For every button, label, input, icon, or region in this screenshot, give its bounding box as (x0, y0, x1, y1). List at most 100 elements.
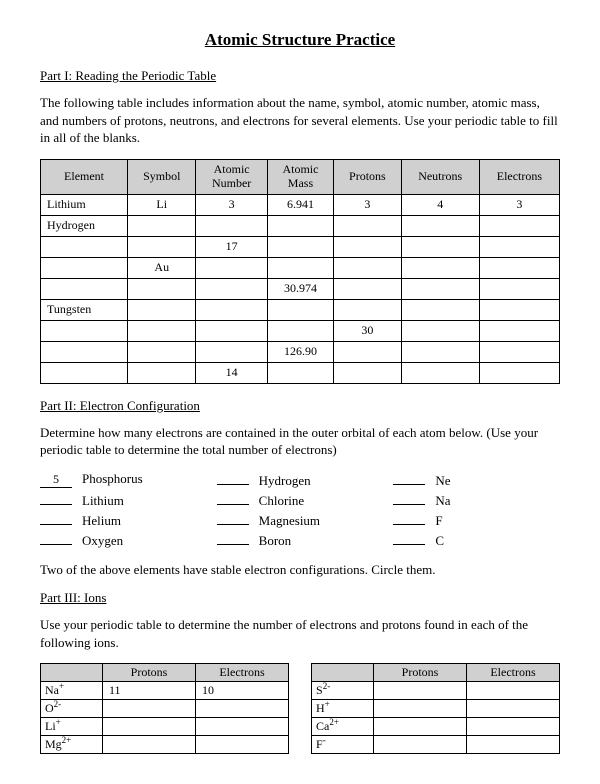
table-cell (401, 362, 479, 383)
atomic-col-header: AtomicNumber (196, 159, 267, 194)
table-row: 30 (41, 320, 560, 341)
ion-protons (103, 736, 196, 754)
table-cell (41, 362, 128, 383)
table-cell: 14 (196, 362, 267, 383)
table-cell (479, 299, 559, 320)
table-cell (128, 236, 196, 257)
ion-protons (103, 718, 196, 736)
table-cell (401, 215, 479, 236)
ec-label: Ne (435, 473, 450, 489)
ec-blank (40, 531, 72, 545)
table-cell (267, 215, 333, 236)
ion-species: Mg2+ (41, 736, 103, 754)
table-cell (267, 257, 333, 278)
table-cell (128, 278, 196, 299)
table-cell (479, 236, 559, 257)
ion-electrons (196, 718, 289, 736)
part2-intro: Determine how many electrons are contain… (40, 424, 560, 459)
table-cell (196, 341, 267, 362)
ec-item: Oxygen (40, 531, 207, 549)
table-cell: Au (128, 257, 196, 278)
ec-item: F (393, 511, 560, 529)
table-row: 126.90 (41, 341, 560, 362)
ion-electrons (467, 682, 560, 700)
ion-species: Na+ (41, 682, 103, 700)
table-cell: Lithium (41, 194, 128, 215)
ion-blank-header (41, 664, 103, 682)
table-cell: Li (128, 194, 196, 215)
ec-item: Helium (40, 511, 207, 529)
table-row: Au (41, 257, 560, 278)
ec-label: C (435, 533, 444, 549)
ec-blank (40, 491, 72, 505)
ion-row: H+ (312, 700, 560, 718)
ec-blank (40, 511, 72, 525)
ion-species: F- (312, 736, 374, 754)
ec-label: Boron (259, 533, 292, 549)
table-cell (334, 236, 401, 257)
table-cell (334, 215, 401, 236)
table-cell (401, 257, 479, 278)
ion-electrons: 10 (196, 682, 289, 700)
ec-label: Lithium (82, 493, 124, 509)
atomic-col-header: AtomicMass (267, 159, 333, 194)
table-cell (41, 341, 128, 362)
ec-blank (217, 531, 249, 545)
table-cell (401, 278, 479, 299)
table-cell (479, 257, 559, 278)
ion-row: Li+ (41, 718, 289, 736)
ec-label: Magnesium (259, 513, 320, 529)
ec-label: Chlorine (259, 493, 305, 509)
part2-header: Part II: Electron Configuration (40, 398, 560, 414)
ion-row: Ca2+ (312, 718, 560, 736)
ion-row: Na+1110 (41, 682, 289, 700)
table-cell (401, 299, 479, 320)
part3-header: Part III: Ions (40, 590, 560, 606)
ec-label: F (435, 513, 442, 529)
ion-species: O2- (41, 700, 103, 718)
ec-blank: 5 (40, 472, 72, 488)
ion-species: H+ (312, 700, 374, 718)
ion-col-protons: Protons (103, 664, 196, 682)
ec-blank (393, 491, 425, 505)
table-cell (128, 362, 196, 383)
ion-col-electrons: Electrons (196, 664, 289, 682)
table-cell (479, 278, 559, 299)
table-cell: 3 (196, 194, 267, 215)
ec-blank (393, 511, 425, 525)
table-cell: 17 (196, 236, 267, 257)
ec-blank (393, 531, 425, 545)
ion-col-electrons: Electrons (467, 664, 560, 682)
table-cell (401, 320, 479, 341)
ion-tables-wrap: Protons Electrons Na+1110O2-Li+Mg2+ Prot… (40, 663, 560, 754)
ion-protons (374, 718, 467, 736)
ec-item: Boron (217, 531, 384, 549)
table-cell (128, 320, 196, 341)
ec-blank (217, 471, 249, 485)
ion-protons (374, 736, 467, 754)
ion-species: Ca2+ (312, 718, 374, 736)
table-cell: 30.974 (267, 278, 333, 299)
table-cell (479, 320, 559, 341)
table-cell: Tungsten (41, 299, 128, 320)
table-cell (128, 299, 196, 320)
table-cell (196, 278, 267, 299)
ion-protons (374, 682, 467, 700)
ion-electrons (196, 736, 289, 754)
ion-col-protons: Protons (374, 664, 467, 682)
ion-row: Mg2+ (41, 736, 289, 754)
part1-intro: The following table includes information… (40, 94, 560, 147)
table-cell (267, 236, 333, 257)
table-cell (334, 341, 401, 362)
table-cell (267, 362, 333, 383)
table-cell (479, 362, 559, 383)
ec-item: C (393, 531, 560, 549)
ec-label: Hydrogen (259, 473, 311, 489)
table-cell (267, 320, 333, 341)
ion-protons (374, 700, 467, 718)
table-cell: 3 (334, 194, 401, 215)
table-cell: 30 (334, 320, 401, 341)
ec-item: Na (393, 491, 560, 509)
table-cell (41, 278, 128, 299)
atomic-col-header: Element (41, 159, 128, 194)
